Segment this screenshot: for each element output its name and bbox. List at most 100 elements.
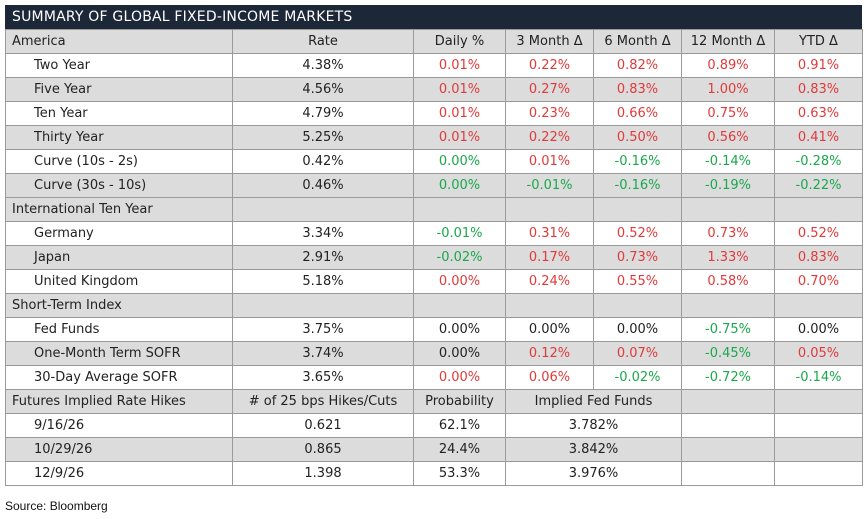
futures-date: 12/9/26 — [5, 461, 233, 486]
row-label: Japan — [5, 245, 233, 270]
daily-cell: 0.00% — [413, 341, 506, 366]
empty-cell — [681, 461, 775, 486]
row-label: Curve (30s - 10s) — [5, 173, 233, 198]
source-note: Source: Bloomberg — [5, 499, 108, 513]
m12-cell: 0.58% — [681, 269, 775, 294]
m6-cell: 0.66% — [593, 101, 682, 126]
row-label: Germany — [5, 221, 233, 246]
ytd-cell: 0.63% — [774, 101, 863, 126]
rate-cell: 4.79% — [232, 101, 414, 126]
m12-cell: 0.73% — [681, 221, 775, 246]
m3-cell: 0.01% — [505, 149, 594, 174]
m3-cell: 0.06% — [505, 365, 594, 390]
table-row: Japan 2.91% -0.02% 0.17% 0.73% 1.33% 0.83% — [5, 245, 863, 270]
m3-cell: 0.24% — [505, 269, 594, 294]
table-row: Curve (30s - 10s) 0.46% 0.00% -0.01% -0.16% -… — [5, 173, 863, 198]
table-row: Curve (10s - 2s) 0.42% 0.00% 0.01% -0.16% -0.… — [5, 149, 863, 174]
empty-cell — [505, 293, 594, 318]
m12-cell: -0.14% — [681, 149, 775, 174]
column-header: 6 Month Δ — [593, 29, 682, 54]
futures-hikes: 1.398 — [232, 461, 414, 486]
summary-table-container: SUMMARY OF GLOBAL FIXED-INCOME MARKETS A… — [5, 5, 863, 486]
rate-cell: 5.18% — [232, 269, 414, 294]
column-header: 12 Month Δ — [681, 29, 775, 54]
table-row: One-Month Term SOFR 3.74% 0.00% 0.12% 0.07% -… — [5, 341, 863, 366]
m6-cell: 0.83% — [593, 77, 682, 102]
row-label: Two Year — [5, 53, 233, 78]
m6-cell: 0.00% — [593, 317, 682, 342]
m3-cell: 0.22% — [505, 53, 594, 78]
empty-cell — [681, 437, 775, 462]
m6-cell: 0.50% — [593, 125, 682, 150]
empty-cell — [774, 437, 863, 462]
futures-probability: 53.3% — [413, 461, 506, 486]
empty-cell — [413, 197, 506, 222]
daily-cell: -0.01% — [413, 221, 506, 246]
daily-cell: -0.02% — [413, 245, 506, 270]
empty-cell — [505, 197, 594, 222]
futures-implied: 3.842% — [505, 437, 682, 462]
m12-cell: -0.75% — [681, 317, 775, 342]
row-label: Five Year — [5, 77, 233, 102]
table-row: Two Year 4.38% 0.01% 0.22% 0.82% 0.89% 0.91% — [5, 53, 863, 78]
ytd-cell: 0.83% — [774, 245, 863, 270]
m3-cell: 0.31% — [505, 221, 594, 246]
ytd-cell: -0.14% — [774, 365, 863, 390]
daily-cell: 0.00% — [413, 365, 506, 390]
table-row: Fed Funds 3.75% 0.00% 0.00% 0.00% -0.75% 0.00% — [5, 317, 863, 342]
rate-cell: 0.46% — [232, 173, 414, 198]
rate-cell: 4.38% — [232, 53, 414, 78]
m12-cell: 1.00% — [681, 77, 775, 102]
daily-cell: 0.00% — [413, 317, 506, 342]
m3-cell: 0.27% — [505, 77, 594, 102]
empty-cell — [681, 413, 775, 438]
ytd-cell: -0.28% — [774, 149, 863, 174]
m12-cell: 0.56% — [681, 125, 775, 150]
rate-cell: 5.25% — [232, 125, 414, 150]
futures-hikes: 0.621 — [232, 413, 414, 438]
futures-date: 9/16/26 — [5, 413, 233, 438]
m6-cell: -0.16% — [593, 173, 682, 198]
row-label: Curve (10s - 2s) — [5, 149, 233, 174]
column-header: Rate — [232, 29, 414, 54]
row-label: 30-Day Average SOFR — [5, 365, 233, 390]
m6-cell: 0.07% — [593, 341, 682, 366]
empty-cell — [774, 389, 863, 414]
futures-header-implied: Implied Fed Funds — [505, 389, 682, 414]
futures-date: 10/29/26 — [5, 437, 233, 462]
empty-cell — [413, 293, 506, 318]
daily-cell: 0.00% — [413, 269, 506, 294]
daily-cell: 0.01% — [413, 77, 506, 102]
section-label: International Ten Year — [5, 197, 233, 222]
rate-cell: 4.56% — [232, 77, 414, 102]
daily-cell: 0.01% — [413, 53, 506, 78]
ytd-cell: 0.52% — [774, 221, 863, 246]
m3-cell: 0.23% — [505, 101, 594, 126]
ytd-cell: 0.00% — [774, 317, 863, 342]
row-label: Fed Funds — [5, 317, 233, 342]
column-header: YTD Δ — [774, 29, 863, 54]
column-header: 3 Month Δ — [505, 29, 594, 54]
table-row: Thirty Year 5.25% 0.01% 0.22% 0.50% 0.56% 0.41… — [5, 125, 863, 150]
ytd-cell: 0.05% — [774, 341, 863, 366]
rate-cell: 0.42% — [232, 149, 414, 174]
futures-probability: 24.4% — [413, 437, 506, 462]
table-row: Five Year 4.56% 0.01% 0.27% 0.83% 1.00% 0.83% — [5, 77, 863, 102]
table-row: United Kingdom 5.18% 0.00% 0.24% 0.55% 0.58% 0… — [5, 269, 863, 294]
m12-cell: -0.19% — [681, 173, 775, 198]
rate-cell: 2.91% — [232, 245, 414, 270]
daily-cell: 0.01% — [413, 101, 506, 126]
table-row: 12/9/26 1.398 53.3% 3.976% — [5, 461, 863, 486]
m6-cell: 0.52% — [593, 221, 682, 246]
daily-cell: 0.00% — [413, 149, 506, 174]
row-label: One-Month Term SOFR — [5, 341, 233, 366]
column-header: America — [5, 29, 233, 54]
ytd-cell: -0.22% — [774, 173, 863, 198]
empty-cell — [593, 197, 682, 222]
empty-cell — [681, 293, 775, 318]
m6-cell: -0.02% — [593, 365, 682, 390]
m3-cell: 0.17% — [505, 245, 594, 270]
m6-cell: 0.55% — [593, 269, 682, 294]
